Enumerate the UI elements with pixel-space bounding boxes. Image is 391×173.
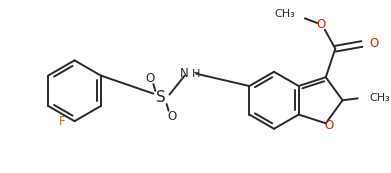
Text: CH₃: CH₃	[274, 9, 295, 19]
Text: O: O	[369, 38, 379, 51]
Text: S: S	[156, 90, 166, 105]
Text: O: O	[316, 19, 326, 31]
Text: O: O	[168, 110, 177, 123]
Text: O: O	[324, 119, 333, 132]
Text: H: H	[192, 69, 200, 79]
Text: F: F	[58, 115, 65, 128]
Text: O: O	[145, 72, 154, 85]
Text: N: N	[180, 67, 188, 80]
Text: CH₃: CH₃	[369, 93, 390, 103]
